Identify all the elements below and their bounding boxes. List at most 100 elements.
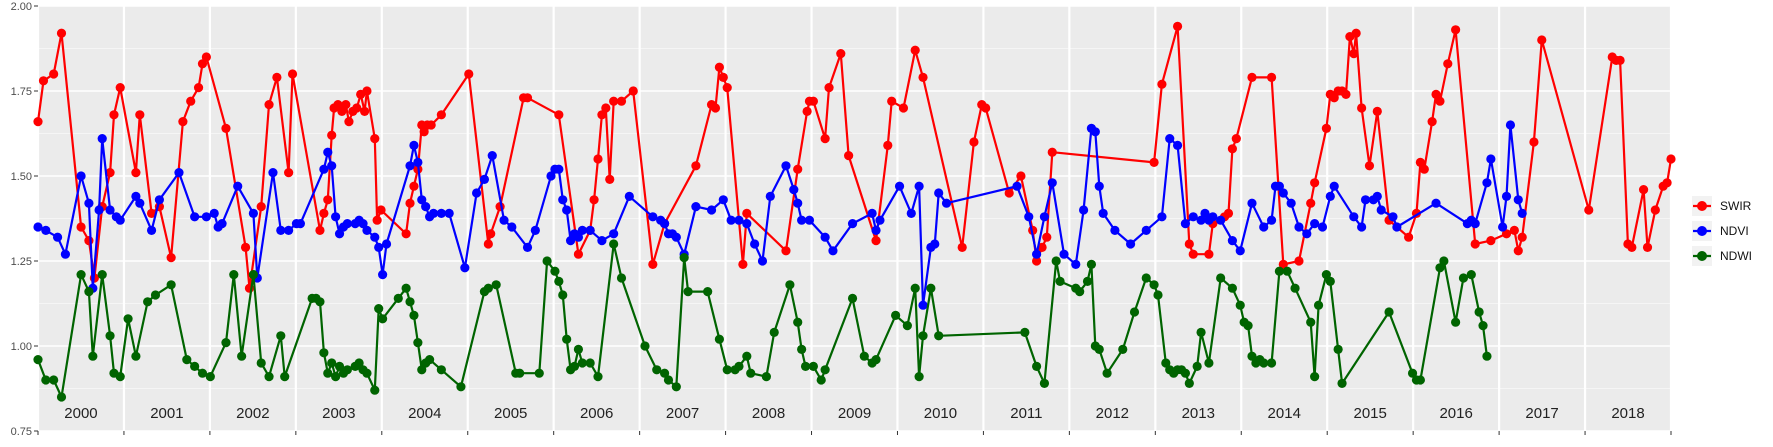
legend-label-swir: SWIR xyxy=(1720,199,1752,213)
legend-key-dot-swir xyxy=(1697,201,1707,211)
data-point-ndwi xyxy=(1439,256,1449,266)
data-point-swir xyxy=(264,100,274,110)
data-point-ndvi xyxy=(726,215,736,225)
data-point-swir xyxy=(1037,242,1047,252)
data-point-ndwi xyxy=(934,331,944,341)
data-point-swir xyxy=(409,181,419,191)
data-point-swir xyxy=(337,106,347,116)
data-point-ndvi xyxy=(1012,181,1022,191)
data-point-swir xyxy=(1486,236,1496,246)
data-point-ndwi xyxy=(577,358,587,368)
data-point-ndvi xyxy=(585,225,595,235)
data-point-ndvi xyxy=(334,229,345,239)
year-label: 2004 xyxy=(408,405,441,422)
legend-label-ndvi: NDVI xyxy=(1720,224,1749,238)
data-point-swir xyxy=(609,96,619,106)
data-point-ndvi xyxy=(530,225,540,235)
data-point-ndvi xyxy=(1227,236,1238,246)
data-point-ndwi xyxy=(558,290,568,300)
data-point-ndvi xyxy=(1325,191,1335,201)
data-point-ndvi xyxy=(209,208,219,218)
data-point-swir xyxy=(1306,198,1316,208)
data-point-swir xyxy=(284,168,294,178)
data-point-swir xyxy=(135,110,145,120)
data-point-ndvi xyxy=(479,174,490,184)
data-point-ndwi xyxy=(722,365,732,375)
data-point-swir xyxy=(272,72,282,82)
data-point-swir xyxy=(166,253,176,263)
data-point-ndvi xyxy=(1078,205,1089,215)
data-point-ndwi xyxy=(1192,361,1202,371)
data-point-ndvi xyxy=(1235,246,1245,256)
data-point-swir xyxy=(1004,188,1014,198)
data-point-swir xyxy=(1266,72,1277,82)
year-label: 2013 xyxy=(1182,405,1215,422)
data-point-swir xyxy=(628,86,638,96)
data-point-ndwi xyxy=(683,287,693,297)
data-point-ndvi xyxy=(217,219,227,229)
data-point-swir xyxy=(1470,239,1480,249)
data-point-swir xyxy=(742,208,752,218)
data-point-ndvi xyxy=(97,134,107,144)
data-point-swir xyxy=(573,249,584,259)
data-point-ndwi xyxy=(1313,300,1324,310)
data-point-swir xyxy=(315,225,325,235)
data-point-swir xyxy=(522,93,533,103)
data-point-swir xyxy=(1227,144,1238,154)
data-point-ndvi xyxy=(1392,222,1402,232)
data-point-ndwi xyxy=(1282,266,1292,276)
data-point-ndvi xyxy=(471,188,482,198)
data-point-swir xyxy=(691,161,701,171)
data-point-ndwi xyxy=(123,314,133,324)
data-point-ndwi xyxy=(1247,351,1257,361)
data-point-ndvi xyxy=(1501,191,1512,201)
data-point-ndwi xyxy=(926,283,936,293)
data-point-ndvi xyxy=(1310,219,1320,229)
data-point-ndvi xyxy=(871,225,881,235)
data-point-ndvi xyxy=(428,208,439,218)
data-point-swir xyxy=(201,52,211,62)
data-point-ndvi xyxy=(1071,259,1081,269)
data-point-ndvi xyxy=(558,195,568,205)
data-point-swir xyxy=(1627,242,1637,252)
data-point-ndwi xyxy=(413,338,423,348)
data-point-ndwi xyxy=(1204,358,1214,368)
data-point-ndwi xyxy=(33,355,43,365)
data-point-ndwi xyxy=(1333,344,1343,354)
data-point-swir xyxy=(1329,93,1339,103)
data-point-ndwi xyxy=(534,368,544,378)
data-point-ndwi xyxy=(797,344,807,354)
data-point-ndvi xyxy=(1047,178,1057,188)
data-point-ndvi xyxy=(174,168,184,178)
data-point-ndwi xyxy=(1141,273,1151,283)
data-point-swir xyxy=(1451,25,1461,35)
year-label: 2001 xyxy=(150,405,183,422)
data-point-swir xyxy=(820,134,830,144)
data-point-swir xyxy=(405,198,415,208)
data-point-swir xyxy=(1351,28,1361,38)
data-point-ndvi xyxy=(276,225,286,235)
data-point-ndvi xyxy=(565,236,576,246)
data-point-ndvi xyxy=(1274,181,1284,191)
data-point-ndwi xyxy=(1435,263,1445,273)
data-point-ndwi xyxy=(1196,327,1206,337)
year-label: 2012 xyxy=(1096,405,1129,422)
data-point-swir xyxy=(898,103,909,113)
data-point-ndwi xyxy=(88,351,98,361)
data-point-swir xyxy=(221,123,231,133)
data-point-ndvi xyxy=(757,256,768,266)
data-point-swir xyxy=(362,86,372,96)
data-point-ndvi xyxy=(765,191,775,201)
data-point-ndvi xyxy=(1388,212,1398,222)
data-point-ndwi xyxy=(793,317,803,327)
data-point-swir xyxy=(38,76,49,86)
data-point-ndwi xyxy=(49,375,59,385)
year-label: 2018 xyxy=(1611,405,1644,422)
data-point-ndvi xyxy=(1024,212,1034,222)
data-point-ndvi xyxy=(659,219,670,229)
data-point-swir xyxy=(1537,35,1547,45)
data-point-ndwi xyxy=(859,351,869,361)
data-point-swir xyxy=(1278,259,1288,269)
data-point-ndvi xyxy=(1157,212,1167,222)
year-label: 2006 xyxy=(580,405,613,422)
